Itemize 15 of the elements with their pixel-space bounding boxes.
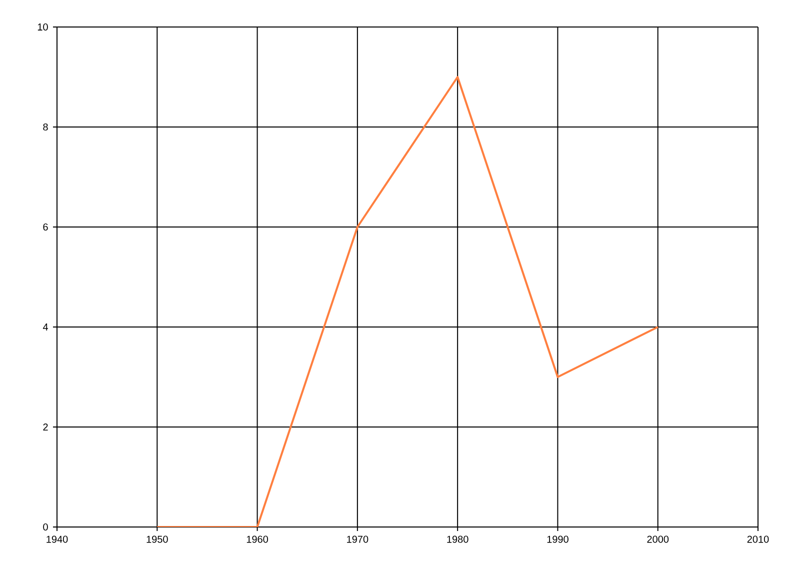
x-tick-label: 2000 — [647, 536, 669, 543]
y-tick-label: 6 — [43, 223, 48, 231]
x-tick-label: 1970 — [347, 536, 368, 543]
y-tick-label: 4 — [42, 324, 48, 330]
x-tick-label: 1940 — [46, 536, 68, 543]
x-tick-label: 1980 — [447, 536, 468, 543]
x-tick-label: 1990 — [547, 536, 568, 543]
y-tick-label: 8 — [43, 123, 48, 131]
x-tick-label: 2010 — [747, 536, 769, 543]
y-tick-label: 2 — [43, 424, 48, 430]
y-tick-label: 10 — [38, 23, 48, 31]
y-tick-label: 0 — [43, 523, 48, 531]
x-tick-label: 1960 — [246, 536, 268, 543]
line-series — [156, 76, 659, 527]
x-tick-label: 1950 — [146, 536, 168, 543]
